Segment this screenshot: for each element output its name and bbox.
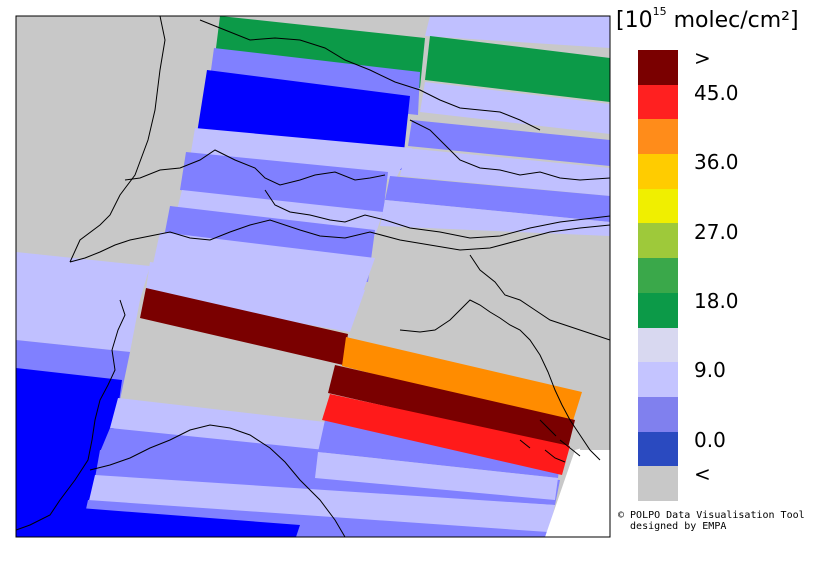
swath-light-left [16,252,150,352]
swath-red [322,394,570,475]
border-slovenia-croatia [469,254,610,341]
swath-green-top-right [425,36,610,102]
credit-line-2: designed by EMPA [618,521,727,532]
no-data-corner [545,440,610,537]
no-data-edge [580,282,610,450]
legend-tick-label: 36.0 [694,150,739,175]
legend-swatch [638,188,678,224]
legend-swatch [638,50,678,85]
legend-tick-label: > [694,46,711,70]
swath-light-mid-2 [176,190,383,236]
swath-orange [342,337,582,424]
legend-tick-label: 9.0 [694,358,726,383]
swath-light-band-mid [190,128,412,180]
swath-darkred-center [328,365,575,448]
legend-swatch [638,466,678,501]
swath-light-lower-right [315,452,558,500]
swath-darkred-left [140,288,348,365]
border-italy-west [16,299,126,531]
swath-light-right-3 [380,200,610,236]
swath-light-lower [88,475,555,535]
border-austria [264,189,610,239]
legend-swatch [638,362,678,397]
legend-tick-label: 45.0 [694,80,739,105]
swath-midblue-right-1 [408,120,610,166]
legend-swatch [638,84,678,120]
legend-swatch [638,119,678,155]
swath-light-upper-right [420,82,610,134]
border-west [69,16,166,263]
legend-swatch [638,292,678,328]
swath-light-top-right [425,16,610,48]
swath-light-left-2 [145,262,365,332]
legend-title-unit: molec/cm²] [666,8,799,33]
credit-text: © POLPO Data Visualisation Tool designed… [618,510,805,532]
swath-midblue-lower [100,428,325,470]
swath-light-lower-mid [110,398,325,452]
legend-swatch [638,223,678,259]
legend-tick-label: 27.0 [694,219,739,244]
border-alps [69,219,610,263]
legend-title-prefix: [10 [616,8,653,33]
swath-midblue-lower-right [318,420,562,478]
legend-title-exponent: 15 [652,5,667,18]
satellite-swaths [16,16,610,537]
swath-midblue-right-2 [385,176,610,222]
legend-tick-label: 18.0 [694,288,739,313]
border-switzerland [124,149,386,186]
legend-swatch [638,154,678,189]
islands-croatia [519,419,581,463]
legend-swatch [638,327,678,363]
map-frame [15,15,611,538]
legend-swatch [638,396,678,432]
legend-tick-label: < [694,462,711,487]
swath-light-right-2 [400,148,610,196]
coast-slovenia [399,299,601,461]
legend-title: [1015 molec/cm²] [616,5,799,33]
coast-liguria [89,424,346,537]
legend-swatch [638,431,678,467]
legend-swatch [638,258,678,293]
border-germany [199,19,541,131]
credit-line-1: © POLPO Data Visualisation Tool [618,510,805,521]
legend-tick-label: 0.0 [694,427,726,452]
legend-colorbar [638,50,678,501]
country-borders [16,16,610,537]
border-czech [409,119,610,181]
swath-blue-bottom [78,508,300,537]
